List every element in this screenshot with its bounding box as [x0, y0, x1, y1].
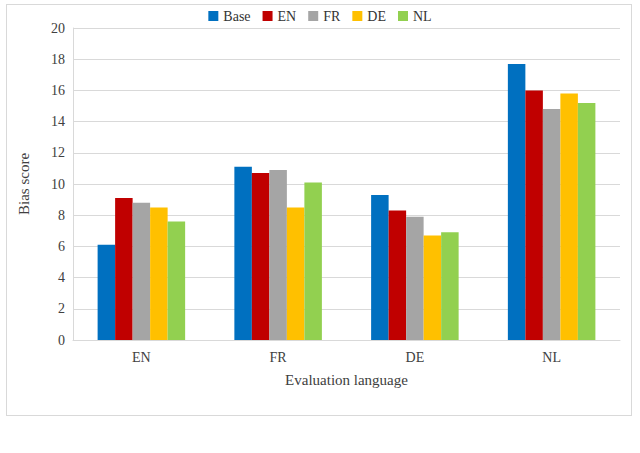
svg-text:FR: FR — [323, 9, 341, 24]
svg-text:EN: EN — [278, 9, 297, 24]
svg-text:18: 18 — [51, 52, 65, 67]
svg-text:20: 20 — [51, 21, 65, 36]
svg-text:NL: NL — [542, 350, 561, 365]
svg-text:FR: FR — [270, 350, 288, 365]
svg-text:8: 8 — [58, 208, 65, 223]
svg-text:DE: DE — [406, 350, 425, 365]
svg-text:6: 6 — [58, 239, 65, 254]
svg-text:Bias score: Bias score — [16, 153, 32, 215]
svg-text:Base: Base — [223, 9, 250, 24]
svg-text:Evaluation language: Evaluation language — [285, 372, 408, 388]
svg-text:EN: EN — [132, 350, 151, 365]
svg-text:0: 0 — [58, 333, 65, 348]
svg-text:10: 10 — [51, 177, 65, 192]
svg-text:12: 12 — [51, 145, 65, 160]
svg-text:DE: DE — [367, 9, 386, 24]
svg-text:2: 2 — [58, 301, 65, 316]
svg-text:4: 4 — [58, 270, 65, 285]
svg-text:14: 14 — [51, 114, 65, 129]
svg-text:NL: NL — [413, 9, 432, 24]
svg-text:16: 16 — [51, 83, 65, 98]
